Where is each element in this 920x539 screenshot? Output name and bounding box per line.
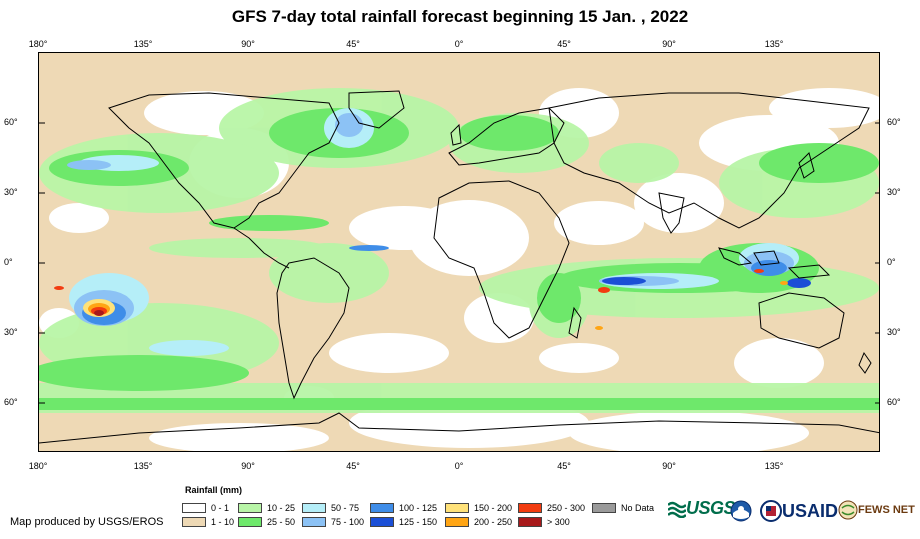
lon-tick-bottom-45e: 45°: [557, 461, 571, 471]
fews-globe-icon: [838, 500, 858, 520]
usgs-logo-text: USGS: [686, 498, 736, 518]
legend-swatch: [445, 517, 469, 527]
lon-tick-top-0: 0°: [454, 39, 464, 49]
legend-swatch: [302, 517, 326, 527]
graticule-ticks: [39, 122, 879, 404]
legend-item-200-250: 200 - 250: [445, 517, 512, 527]
legend-item-250-300: 250 - 300: [518, 503, 585, 513]
legend-swatch: [370, 503, 394, 513]
lat-tick-right-60n: 60°: [887, 117, 901, 127]
legend-label: 150 - 200: [474, 503, 513, 513]
lon-tick-top-135e: 135°: [764, 39, 784, 49]
lon-tick-top-180: 180°: [28, 39, 48, 49]
lon-tick-top-90e: 90°: [662, 39, 676, 49]
legend-label: 100 - 125: [399, 503, 438, 513]
lon-tick-top-90w: 90°: [241, 39, 255, 49]
rainfall-map: [38, 52, 880, 452]
legend-swatch: [445, 503, 469, 513]
legend-label: 0 - 1: [211, 503, 230, 513]
legend-label: 200 - 250: [474, 517, 513, 527]
legend-title: Rainfall (mm): [185, 485, 243, 495]
lon-tick-top-45e: 45°: [557, 39, 571, 49]
lat-tick-left-60s: 60°: [4, 397, 18, 407]
legend-label: 10 - 25: [267, 503, 296, 513]
lon-tick-top-135w: 135°: [133, 39, 153, 49]
lat-tick-right-30s: 30°: [887, 327, 901, 337]
legend-item-100-125: 100 - 125: [370, 503, 437, 513]
legend-swatch: [592, 503, 616, 513]
usgs-wave-icon: [668, 501, 686, 518]
usgs-logo: USGS: [668, 498, 736, 519]
lat-tick-left-30n: 30°: [4, 187, 18, 197]
fews-net-logo: FEWS NET: [838, 500, 915, 520]
usaid-seal-icon: [760, 500, 782, 522]
legend-item-no-data: No Data: [592, 503, 654, 513]
legend-label: 250 - 300: [547, 503, 586, 513]
lat-tick-left-60n: 60°: [4, 117, 18, 127]
legend-swatch: [238, 503, 262, 513]
legend-item-50-75: 50 - 75: [302, 503, 359, 513]
legend-label: 50 - 75: [331, 503, 360, 513]
coastlines: [39, 90, 879, 444]
noaa-logo: [730, 500, 752, 522]
legend-item-1-10: 1 - 10: [182, 517, 234, 527]
legend-label: No Data: [621, 503, 655, 513]
legend-swatch: [518, 503, 542, 513]
lon-tick-bottom-90w: 90°: [241, 461, 255, 471]
fews-logo-text: FEWS NET: [858, 504, 915, 516]
legend-label: > 300: [547, 517, 570, 527]
legend-swatch: [182, 517, 206, 527]
legend-label: 25 - 50: [267, 517, 296, 527]
map-title: GFS 7-day total rainfall forecast beginn…: [231, 7, 689, 26]
lon-tick-top-45w: 45°: [346, 39, 360, 49]
legend-label: 75 - 100: [331, 517, 365, 527]
lon-tick-bottom-90e: 90°: [662, 461, 676, 471]
legend-item-25-50: 25 - 50: [238, 517, 295, 527]
legend-swatch: [238, 517, 262, 527]
noaa-seal-icon: [730, 500, 752, 522]
legend-item-10-25: 10 - 25: [238, 503, 295, 513]
lon-tick-bottom-0: 0°: [454, 461, 464, 471]
legend-swatch: [518, 517, 542, 527]
legend-swatch: [302, 503, 326, 513]
lat-tick-right-0: 0°: [887, 257, 896, 267]
lon-tick-bottom-135e: 135°: [764, 461, 784, 471]
lon-tick-bottom-180: 180°: [28, 461, 48, 471]
lon-tick-bottom-135w: 135°: [133, 461, 153, 471]
rain-150-plus: [54, 269, 788, 330]
legend-item-150-200: 150 - 200: [445, 503, 512, 513]
usaid-logo: USAID: [760, 500, 838, 522]
lat-tick-left-30s: 30°: [4, 327, 18, 337]
legend-item-75-100: 75 - 100: [302, 517, 364, 527]
legend-item-300-plus: > 300: [518, 517, 570, 527]
lat-tick-right-30n: 30°: [887, 187, 901, 197]
map-credit: Map produced by USGS/EROS: [10, 516, 164, 528]
lat-tick-right-60s: 60°: [887, 397, 901, 407]
legend-swatch: [370, 517, 394, 527]
legend-label: 1 - 10: [211, 517, 235, 527]
usaid-logo-text: USAID: [782, 500, 839, 521]
legend-item-0-1: 0 - 1: [182, 503, 229, 513]
legend-swatch: [182, 503, 206, 513]
legend-item-125-150: 125 - 150: [370, 517, 437, 527]
lat-tick-left-0: 0°: [4, 257, 13, 267]
legend-label: 125 - 150: [399, 517, 438, 527]
lon-tick-bottom-45w: 45°: [346, 461, 360, 471]
rainfall-map-canvas: [39, 53, 879, 451]
